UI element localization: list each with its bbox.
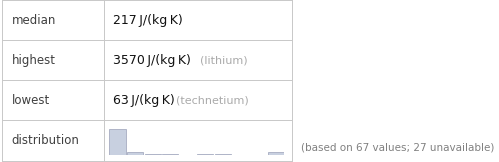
Text: (lithium): (lithium) bbox=[200, 55, 248, 65]
Bar bbox=[162, 154, 178, 155]
Bar bbox=[145, 154, 161, 155]
Bar bbox=[197, 154, 214, 155]
Text: median: median bbox=[11, 13, 56, 27]
Text: 217 J/(kg K): 217 J/(kg K) bbox=[113, 13, 183, 27]
Text: (technetium): (technetium) bbox=[176, 95, 249, 105]
Text: highest: highest bbox=[11, 54, 55, 67]
Bar bbox=[215, 154, 231, 155]
Text: 3570 J/(kg K): 3570 J/(kg K) bbox=[113, 54, 191, 67]
Text: (based on 67 values; 27 unavailable): (based on 67 values; 27 unavailable) bbox=[300, 142, 494, 152]
Bar bbox=[267, 152, 284, 155]
Bar bbox=[109, 129, 126, 155]
Text: distribution: distribution bbox=[11, 134, 79, 147]
Text: lowest: lowest bbox=[11, 94, 50, 107]
Text: 63 J/(kg K): 63 J/(kg K) bbox=[113, 94, 175, 107]
Bar bbox=[127, 152, 143, 155]
